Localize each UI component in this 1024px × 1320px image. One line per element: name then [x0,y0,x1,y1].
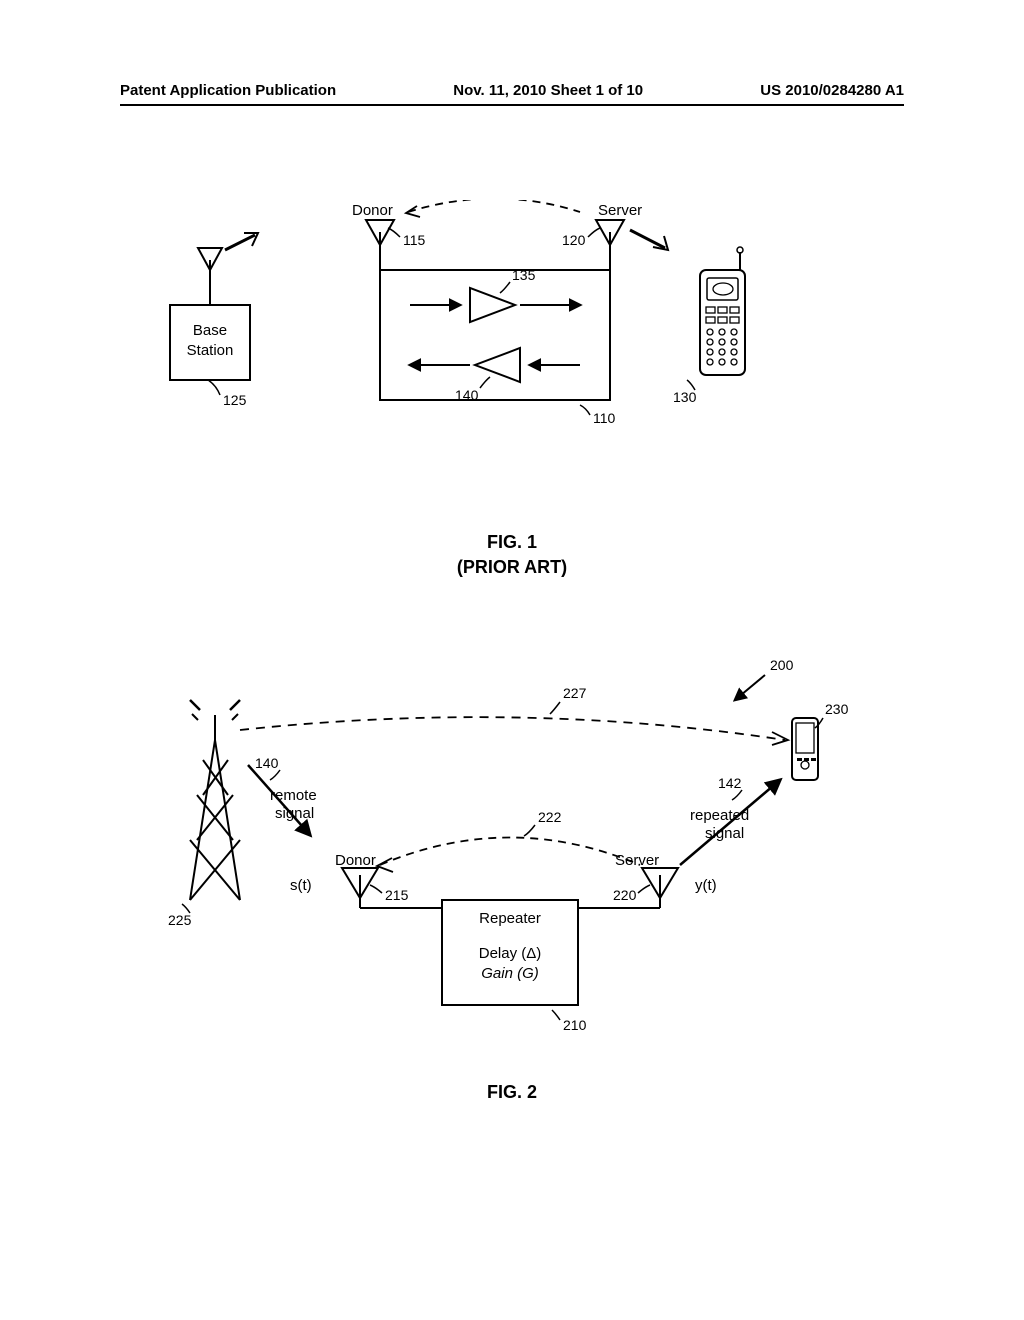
fig-1-title: FIG. 1 [120,530,904,555]
ref-140-2: 140 [255,755,279,771]
header-rule [120,104,904,106]
yt-label: y(t) [695,877,717,894]
delay-label: Delay (Δ) [479,945,542,962]
ref-142: 142 [718,775,742,791]
svg-text:Station: Station [187,342,234,359]
svg-text:signal: signal [275,805,314,822]
ref-222: 222 [538,809,562,825]
svg-text:signal: signal [705,825,744,842]
ref-225: 225 [168,912,192,928]
ref-230: 230 [825,701,849,717]
ref-120: 120 [562,232,586,248]
repeated-signal-label: repeated [690,807,749,824]
figure-2: 200 225 227 230 remote [120,640,904,1105]
ref-215: 215 [385,887,409,903]
fig-2-title: FIG. 2 [120,1080,904,1105]
figure-1: Base Station 125 110 Donor 115 Server 12… [120,200,904,580]
fig-1-subtitle: (PRIOR ART) [120,555,904,580]
header-center: Nov. 11, 2010 Sheet 1 of 10 [453,82,643,99]
base-station-label: Base [193,322,227,339]
server-label-2: Server [615,852,659,869]
ref-140: 140 [455,387,479,403]
phone-icon [700,247,745,375]
donor-label-1: Donor [352,202,393,219]
remote-signal-label: remote [270,787,317,804]
fig-2-caption: FIG. 2 [120,1080,904,1105]
ref-210: 210 [563,1017,587,1033]
server-label-1: Server [598,202,642,219]
ref-110: 110 [593,410,616,426]
figure-1-svg: Base Station 125 110 Donor 115 Server 12… [120,200,904,500]
fig-1-caption: FIG. 1 (PRIOR ART) [120,530,904,580]
st-label: s(t) [290,877,312,894]
page-header: Patent Application Publication Nov. 11, … [0,82,1024,99]
ref-115: 115 [403,232,426,248]
ref-220: 220 [613,887,637,903]
tower-icon [190,700,240,900]
ref-125: 125 [223,392,247,408]
ref-227: 227 [563,685,587,701]
header-right: US 2010/0284280 A1 [760,82,904,99]
mobile-icon [792,718,818,780]
gain-label: Gain (G) [481,965,539,982]
ref-130: 130 [673,389,697,405]
header-left: Patent Application Publication [120,82,336,99]
ref-200: 200 [770,657,794,673]
repeater-label: Repeater [479,910,541,927]
ref-135: 135 [512,267,536,283]
figure-2-svg: 200 225 227 230 remote [120,640,904,1070]
donor-label-2: Donor [335,852,376,869]
